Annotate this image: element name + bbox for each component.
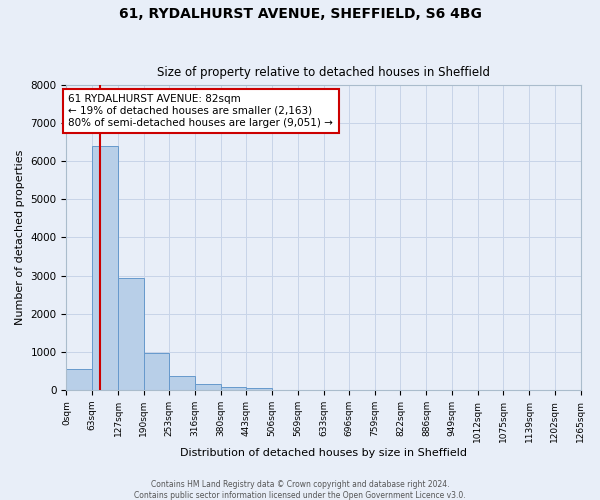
Bar bbox=[195, 384, 221, 390]
Text: 61 RYDALHURST AVENUE: 82sqm
← 19% of detached houses are smaller (2,163)
80% of : 61 RYDALHURST AVENUE: 82sqm ← 19% of det… bbox=[68, 94, 334, 128]
Bar bbox=[118, 278, 143, 390]
X-axis label: Distribution of detached houses by size in Sheffield: Distribution of detached houses by size … bbox=[180, 448, 467, 458]
Bar bbox=[247, 388, 272, 390]
Bar bbox=[169, 376, 195, 390]
Bar bbox=[221, 387, 247, 390]
Title: Size of property relative to detached houses in Sheffield: Size of property relative to detached ho… bbox=[157, 66, 490, 80]
Text: Contains HM Land Registry data © Crown copyright and database right 2024.
Contai: Contains HM Land Registry data © Crown c… bbox=[134, 480, 466, 500]
Text: 61, RYDALHURST AVENUE, SHEFFIELD, S6 4BG: 61, RYDALHURST AVENUE, SHEFFIELD, S6 4BG bbox=[119, 8, 481, 22]
Bar bbox=[67, 369, 92, 390]
Y-axis label: Number of detached properties: Number of detached properties bbox=[15, 150, 25, 325]
Bar bbox=[143, 353, 169, 390]
Bar bbox=[92, 146, 118, 390]
